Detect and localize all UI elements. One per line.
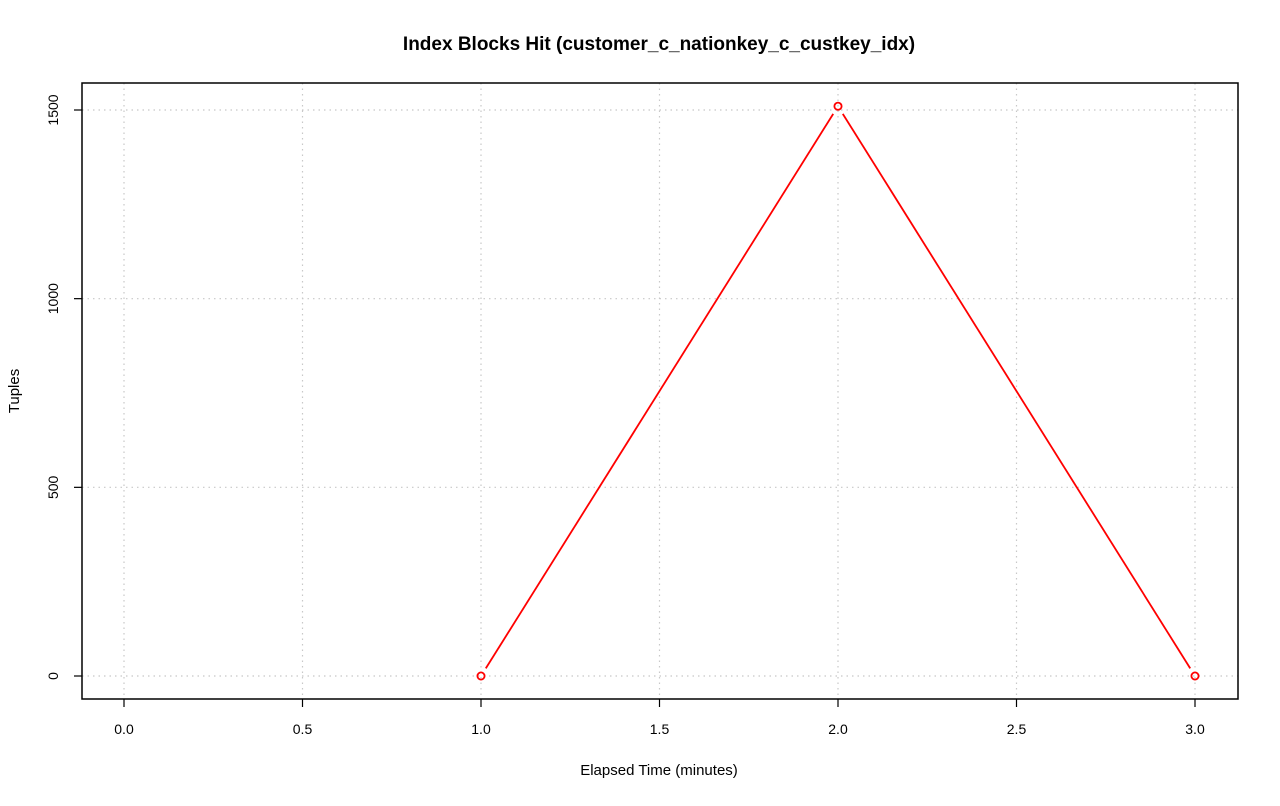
series-line-segment [842,113,1191,669]
y-tick-label: 1000 [45,283,61,314]
series-line-segment [485,113,834,669]
x-tick-label: 1.5 [650,721,670,737]
chart-title: Index Blocks Hit (customer_c_nationkey_c… [403,34,915,55]
x-axis-label: Elapsed Time (minutes) [580,762,738,779]
y-tick-label: 0 [45,672,61,680]
x-axis: 0.0 0.5 1.0 1.5 2.0 2.5 3.0 [114,699,1205,737]
x-tick-label: 0.5 [293,721,313,737]
x-tick-label: 2.5 [1007,721,1027,737]
y-axis-label: Tuples [6,369,23,413]
x-tick-label: 0.0 [114,721,134,737]
x-tick-label: 2.0 [828,721,848,737]
y-tick-label: 1500 [45,94,61,125]
x-tick-label: 1.0 [471,721,491,737]
y-axis: 0 500 1000 1500 [45,94,82,680]
series-layer [476,101,1200,681]
data-point [1190,671,1200,681]
data-point [833,101,843,111]
data-point [476,671,486,681]
y-tick-label: 500 [45,475,61,499]
x-tick-label: 3.0 [1185,721,1205,737]
